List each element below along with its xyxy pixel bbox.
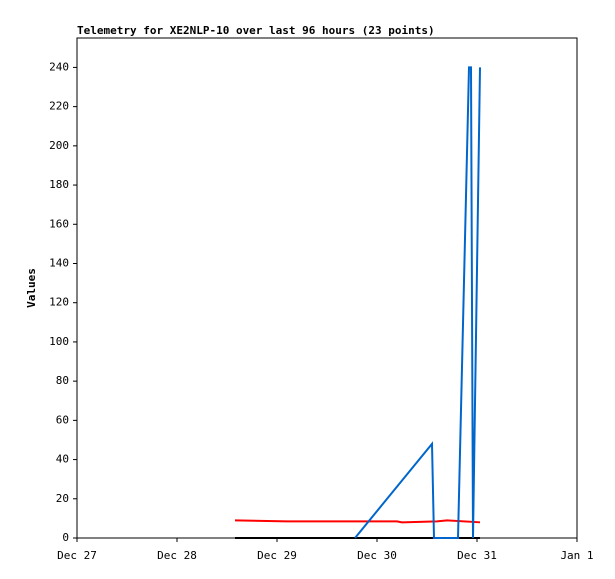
series-line bbox=[234, 519, 481, 524]
x-tick-label: Dec 30 bbox=[357, 549, 397, 562]
plot-frame bbox=[76, 37, 578, 539]
y-tick-label: 200 bbox=[49, 139, 69, 152]
series-line bbox=[354, 66, 481, 539]
y-tick-label: 20 bbox=[56, 492, 69, 505]
y-tick-label: 160 bbox=[49, 217, 69, 230]
y-tick-label: 0 bbox=[62, 531, 69, 544]
x-tick-label: Dec 28 bbox=[157, 549, 197, 562]
y-tick-label: 240 bbox=[49, 60, 69, 73]
y-tick-label: 220 bbox=[49, 100, 69, 113]
y-tick-label: 180 bbox=[49, 178, 69, 191]
y-tick-label: 120 bbox=[49, 296, 69, 309]
y-tick-label: 60 bbox=[56, 413, 69, 426]
y-tick-label: 80 bbox=[56, 374, 69, 387]
x-tick-label: Dec 29 bbox=[257, 549, 297, 562]
x-tick-label: Dec 27 bbox=[57, 549, 97, 562]
y-tick-label: 40 bbox=[56, 453, 69, 466]
y-axis-label: Values bbox=[25, 268, 38, 308]
x-tick-label: Dec 31 bbox=[457, 549, 497, 562]
x-tick-label: Jan 1 bbox=[560, 549, 593, 562]
y-tick-label: 140 bbox=[49, 256, 69, 269]
chart-title: Telemetry for XE2NLP-10 over last 96 hou… bbox=[77, 24, 435, 37]
y-tick-label: 100 bbox=[49, 335, 69, 348]
